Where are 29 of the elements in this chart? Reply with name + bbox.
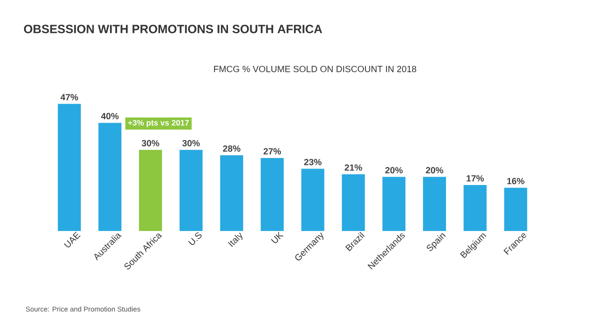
data-label: 27% [264, 148, 281, 154]
data-label: 28% [222, 145, 240, 152]
bar [504, 188, 528, 231]
bar [464, 185, 487, 231]
chart-title: OBSESSION WITH PROMOTIONS IN SOUTH AFRICA [24, 24, 322, 34]
bar [58, 104, 81, 231]
data-label: 30% [182, 140, 200, 146]
x-tick-label: Italy [228, 232, 242, 247]
bar [382, 176, 406, 231]
data-label: 20% [426, 167, 444, 174]
bar [342, 174, 365, 231]
bar [98, 122, 122, 231]
data-label: 17% [466, 175, 484, 182]
data-label: 16% [507, 178, 524, 184]
bar [220, 155, 244, 231]
bar [423, 176, 446, 231]
data-label: 30% [142, 140, 160, 146]
chart-subtitle: FMCG % VOLUME SOLD ON DISCOUNT IN 2018 [214, 66, 416, 72]
data-label: 47% [60, 94, 78, 100]
data-label: 23% [304, 158, 322, 166]
x-tick-label: UK [270, 232, 284, 244]
bar [138, 150, 162, 231]
x-tick-label: U.S [188, 232, 202, 245]
data-label: 20% [385, 167, 403, 174]
bar [260, 158, 284, 231]
bar [180, 150, 203, 231]
data-label: 21% [344, 164, 362, 171]
bar [301, 168, 324, 231]
data-label: 40% [101, 112, 119, 120]
